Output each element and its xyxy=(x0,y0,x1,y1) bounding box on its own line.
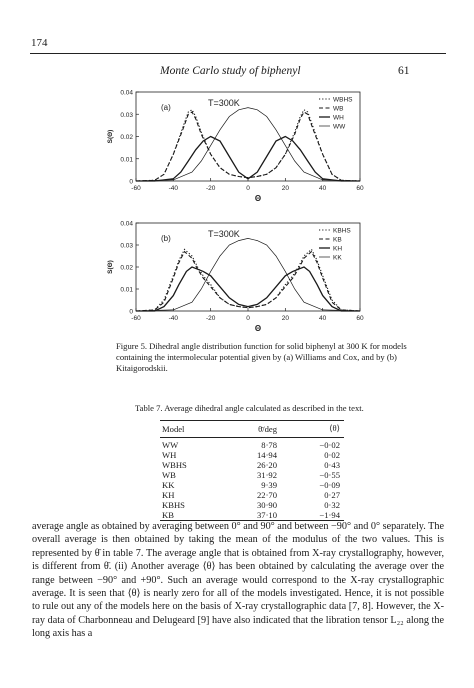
x-tick-label: -60 xyxy=(131,315,141,322)
table-cell: WB xyxy=(162,470,176,480)
temperature-label: T=300K xyxy=(208,98,240,108)
table-header-model: Model xyxy=(162,423,185,434)
running-head: Monte Carlo study of biphenyl xyxy=(160,65,301,77)
y-tick-label: 0.04 xyxy=(120,221,133,228)
x-axis-label: Θ xyxy=(255,324,261,333)
y-tick-label: 0.02 xyxy=(120,134,133,141)
y-tick-label: 0.01 xyxy=(120,287,133,294)
series-line-wh xyxy=(136,135,360,182)
legend-label: WW xyxy=(333,124,346,131)
table-row: KH 22·70 0·27 xyxy=(160,490,344,500)
x-axis-label: Θ xyxy=(255,194,261,203)
table-header-mean: θ̄/deg xyxy=(258,423,278,434)
table-cell: KK xyxy=(162,480,175,490)
series-line-kb xyxy=(135,250,361,312)
y-tick-label: 0.02 xyxy=(120,265,133,272)
y-tick-label: 0 xyxy=(129,179,133,186)
legend-label: KB xyxy=(333,237,342,244)
x-tick-label: 20 xyxy=(282,315,290,322)
series-line-kh xyxy=(136,266,360,312)
table-row: KBHS 30·90 0·32 xyxy=(160,500,344,510)
table-row: KB 37·10 −1·94 xyxy=(160,510,344,521)
table-cell: 0·43 xyxy=(324,460,340,470)
table-title: Table 7. Average dihedral angle calculat… xyxy=(135,403,364,413)
y-axis-label: S(Θ) xyxy=(107,260,114,274)
legend-label: WH xyxy=(333,115,344,122)
table-cell: KB xyxy=(162,510,174,520)
table-cell: WH xyxy=(162,450,177,460)
series-line-kk xyxy=(135,238,361,312)
table-cell: WBHS xyxy=(162,460,187,470)
table-cell: −1·94 xyxy=(319,510,340,520)
x-tick-label: -40 xyxy=(169,185,179,192)
table-cell: 9·39 xyxy=(261,480,278,490)
y-axis-label: S(Θ) xyxy=(107,130,114,144)
legend-label: KBHS xyxy=(333,228,351,235)
table-row: WBHS 26·20 0·43 xyxy=(160,460,344,470)
page-number: 174 xyxy=(31,37,48,49)
x-tick-label: -20 xyxy=(206,315,216,322)
table-cell: −0·09 xyxy=(319,480,340,490)
dihedral-angle-table: Model θ̄/deg ⟨θ⟩ WW 8·78 −0·02 WH 14·94 0·02… xyxy=(160,420,344,521)
series-line-wbhs xyxy=(135,109,361,182)
table-cell: 22·70 xyxy=(256,490,278,500)
figure-panel-a: 0 0.01 0.02 0.03 0.04 -60 -40 -20 0 20 40 60 Θ S(Θ) (a… xyxy=(107,90,364,204)
panel-tag: (b) xyxy=(161,234,171,243)
table-cell: KBHS xyxy=(162,500,185,510)
figure-panel-b: 0 0.01 0.02 0.03 0.04 -60 -40 -20 0 20 40 60 Θ S(Θ) (b… xyxy=(107,221,364,334)
table-row: WW 8·78 −0·02 xyxy=(160,438,344,451)
table-cell: −0·02 xyxy=(319,440,340,450)
figure-caption: Figure 5. Dihedral angle distribution fu… xyxy=(116,341,407,373)
table-cell: 0·02 xyxy=(324,450,340,460)
table-cell: 26·20 xyxy=(256,460,278,470)
legend-label: WBHS xyxy=(333,97,353,104)
legend-label: KH xyxy=(333,246,342,253)
body-paragraph-text: average angle as obtained by averaging b… xyxy=(32,521,444,640)
table-cell: 37·10 xyxy=(256,510,278,520)
table-cell: 31·92 xyxy=(256,470,278,480)
y-tick-label: 0.03 xyxy=(120,243,133,250)
x-tick-label: 20 xyxy=(282,185,290,192)
y-tick-label: 0.03 xyxy=(120,112,133,119)
table-row: KK 9·39 −0·09 xyxy=(160,480,344,490)
y-tick-label: 0 xyxy=(129,309,133,316)
table-header-row: Model θ̄/deg ⟨θ⟩ xyxy=(160,420,344,438)
journal-page-number: 61 xyxy=(398,65,410,77)
legend-label: WB xyxy=(333,106,343,113)
table-cell: KH xyxy=(162,490,175,500)
series-line-ww xyxy=(135,107,361,182)
table-cell: WW xyxy=(162,440,179,450)
x-tick-label: -40 xyxy=(169,315,179,322)
table-cell: 14·94 xyxy=(256,450,278,460)
x-tick-label: -60 xyxy=(131,185,141,192)
x-tick-label: 0 xyxy=(246,185,250,192)
table-cell: 8·78 xyxy=(261,440,278,450)
table-cell: −0·55 xyxy=(319,470,340,480)
x-tick-label: 60 xyxy=(356,315,364,322)
body-paragraph: average angle as obtained by averaging b… xyxy=(32,520,444,641)
series-line-wb xyxy=(135,111,361,182)
x-tick-label: 40 xyxy=(319,185,327,192)
x-tick-label: 60 xyxy=(356,185,364,192)
table-cell: 30·90 xyxy=(256,500,278,510)
table-header-average: ⟨θ⟩ xyxy=(329,423,340,433)
table-cell: 0·32 xyxy=(324,500,340,510)
header-rule xyxy=(30,53,446,54)
y-tick-label: 0.01 xyxy=(120,156,133,163)
x-tick-label: 40 xyxy=(319,315,327,322)
panel-tag: (a) xyxy=(161,103,171,112)
table-cell: 0·27 xyxy=(324,490,340,500)
x-tick-label: 0 xyxy=(246,315,250,322)
temperature-label: T=300K xyxy=(208,229,240,239)
x-tick-label: -20 xyxy=(206,185,216,192)
y-tick-label: 0.04 xyxy=(120,90,133,97)
series-line-kbhs xyxy=(135,248,361,312)
table-row: WH 14·94 0·02 xyxy=(160,450,344,460)
table-row: WB 31·92 −0·55 xyxy=(160,470,344,480)
legend-label: KK xyxy=(333,255,342,262)
